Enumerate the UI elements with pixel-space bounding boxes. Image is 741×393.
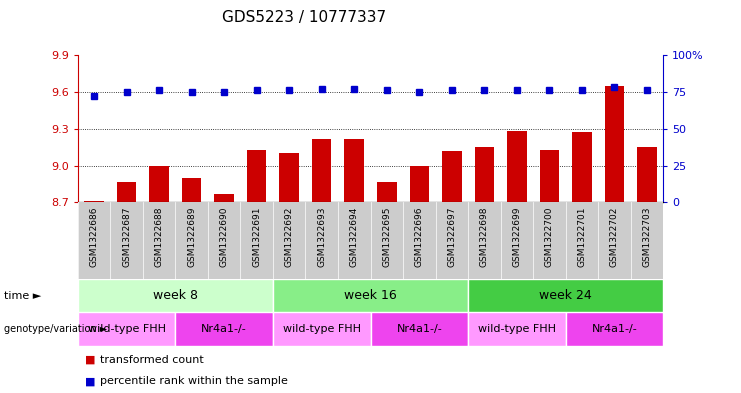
Bar: [78, 279, 273, 312]
Bar: [605, 86, 624, 202]
Text: GSM1322696: GSM1322696: [415, 206, 424, 267]
Text: GDS5223 / 10777337: GDS5223 / 10777337: [222, 10, 386, 25]
Bar: [474, 147, 494, 202]
Bar: [312, 138, 331, 202]
Text: week 24: week 24: [539, 289, 592, 302]
Text: GSM1322687: GSM1322687: [122, 206, 131, 267]
Bar: [176, 312, 273, 346]
Bar: [78, 312, 176, 346]
Text: ■: ■: [85, 355, 96, 365]
Text: wild-type FHH: wild-type FHH: [478, 324, 556, 334]
Text: Nr4a1-/-: Nr4a1-/-: [202, 324, 247, 334]
Text: GSM1322697: GSM1322697: [448, 206, 456, 267]
Bar: [182, 178, 202, 202]
Bar: [572, 132, 591, 202]
Text: GSM1322692: GSM1322692: [285, 206, 293, 266]
Text: Nr4a1-/-: Nr4a1-/-: [591, 324, 637, 334]
Text: time ►: time ►: [4, 291, 41, 301]
Bar: [637, 147, 657, 202]
Text: GSM1322695: GSM1322695: [382, 206, 391, 267]
Text: wild-type FHH: wild-type FHH: [283, 324, 361, 334]
Text: ■: ■: [85, 376, 96, 386]
Bar: [117, 182, 136, 202]
Text: GSM1322702: GSM1322702: [610, 206, 619, 266]
Text: percentile rank within the sample: percentile rank within the sample: [100, 376, 288, 386]
Text: GSM1322698: GSM1322698: [480, 206, 489, 267]
Bar: [279, 153, 299, 202]
Text: GSM1322701: GSM1322701: [577, 206, 586, 267]
Bar: [468, 279, 663, 312]
Text: GSM1322700: GSM1322700: [545, 206, 554, 267]
Bar: [273, 279, 468, 312]
Bar: [442, 151, 462, 202]
Text: GSM1322703: GSM1322703: [642, 206, 651, 267]
Text: week 8: week 8: [153, 289, 198, 302]
Text: GSM1322691: GSM1322691: [252, 206, 261, 267]
Bar: [84, 201, 104, 202]
Text: GSM1322689: GSM1322689: [187, 206, 196, 267]
Bar: [273, 312, 370, 346]
Bar: [345, 138, 364, 202]
Text: GSM1322694: GSM1322694: [350, 206, 359, 266]
Text: transformed count: transformed count: [100, 355, 204, 365]
Text: GSM1322690: GSM1322690: [219, 206, 229, 267]
Text: genotype/variation ►: genotype/variation ►: [4, 324, 107, 334]
Text: GSM1322686: GSM1322686: [90, 206, 99, 267]
Bar: [565, 312, 663, 346]
Bar: [377, 182, 396, 202]
Text: GSM1322688: GSM1322688: [155, 206, 164, 267]
Text: GSM1322693: GSM1322693: [317, 206, 326, 267]
Bar: [150, 165, 169, 202]
Bar: [370, 312, 468, 346]
Bar: [507, 131, 527, 202]
Text: wild-type FHH: wild-type FHH: [87, 324, 165, 334]
Text: Nr4a1-/-: Nr4a1-/-: [396, 324, 442, 334]
Bar: [468, 312, 565, 346]
Text: week 16: week 16: [344, 289, 397, 302]
Bar: [214, 194, 234, 202]
Bar: [410, 165, 429, 202]
Bar: [247, 150, 267, 202]
Text: GSM1322699: GSM1322699: [512, 206, 522, 267]
Bar: [539, 150, 559, 202]
